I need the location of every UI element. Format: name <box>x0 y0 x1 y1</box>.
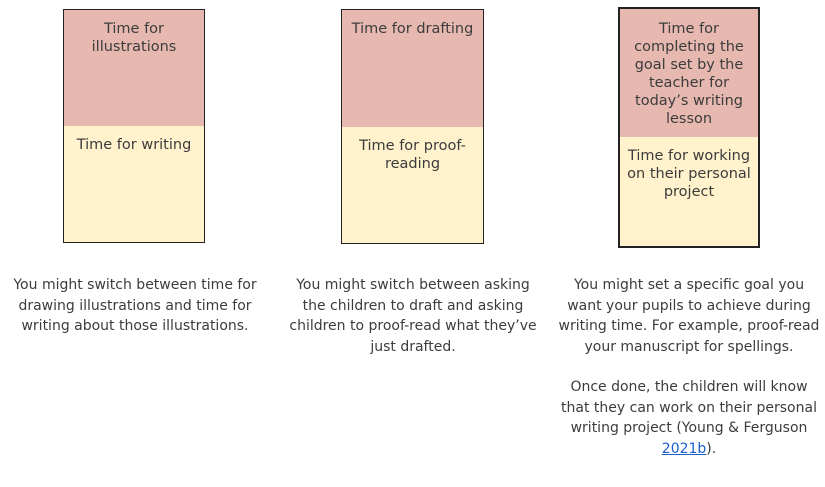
caption-text: You might switch between asking the chil… <box>289 277 537 355</box>
citation-link[interactable]: 2021b <box>661 440 707 457</box>
top-section: Time for completing the goal set by the … <box>620 9 758 139</box>
time-box: Time for drafting Time for proof-reading <box>341 9 484 244</box>
top-section: Time for illustrations <box>64 10 204 128</box>
time-box: Time for illustrations Time for writing <box>63 9 205 243</box>
note-text: ). <box>706 440 717 457</box>
caption-text: You might switch between time for drawin… <box>13 277 257 334</box>
note-text: Once done, the children will know that t… <box>561 379 817 436</box>
bottom-section: Time for writing <box>64 126 204 242</box>
caption: You might switch between time for drawin… <box>2 275 268 357</box>
bottom-section: Time for working on their personal proje… <box>620 137 758 246</box>
caption-note: Once done, the children will know that t… <box>556 377 822 459</box>
bottom-section: Time for proof-reading <box>342 127 483 243</box>
caption: You might switch between asking the chil… <box>284 275 542 377</box>
caption-text: You might set a specific goal you want y… <box>558 277 820 355</box>
time-box: Time for completing the goal set by the … <box>618 7 760 248</box>
caption: You might set a specific goal you want y… <box>556 275 822 479</box>
top-section: Time for drafting <box>342 10 483 129</box>
